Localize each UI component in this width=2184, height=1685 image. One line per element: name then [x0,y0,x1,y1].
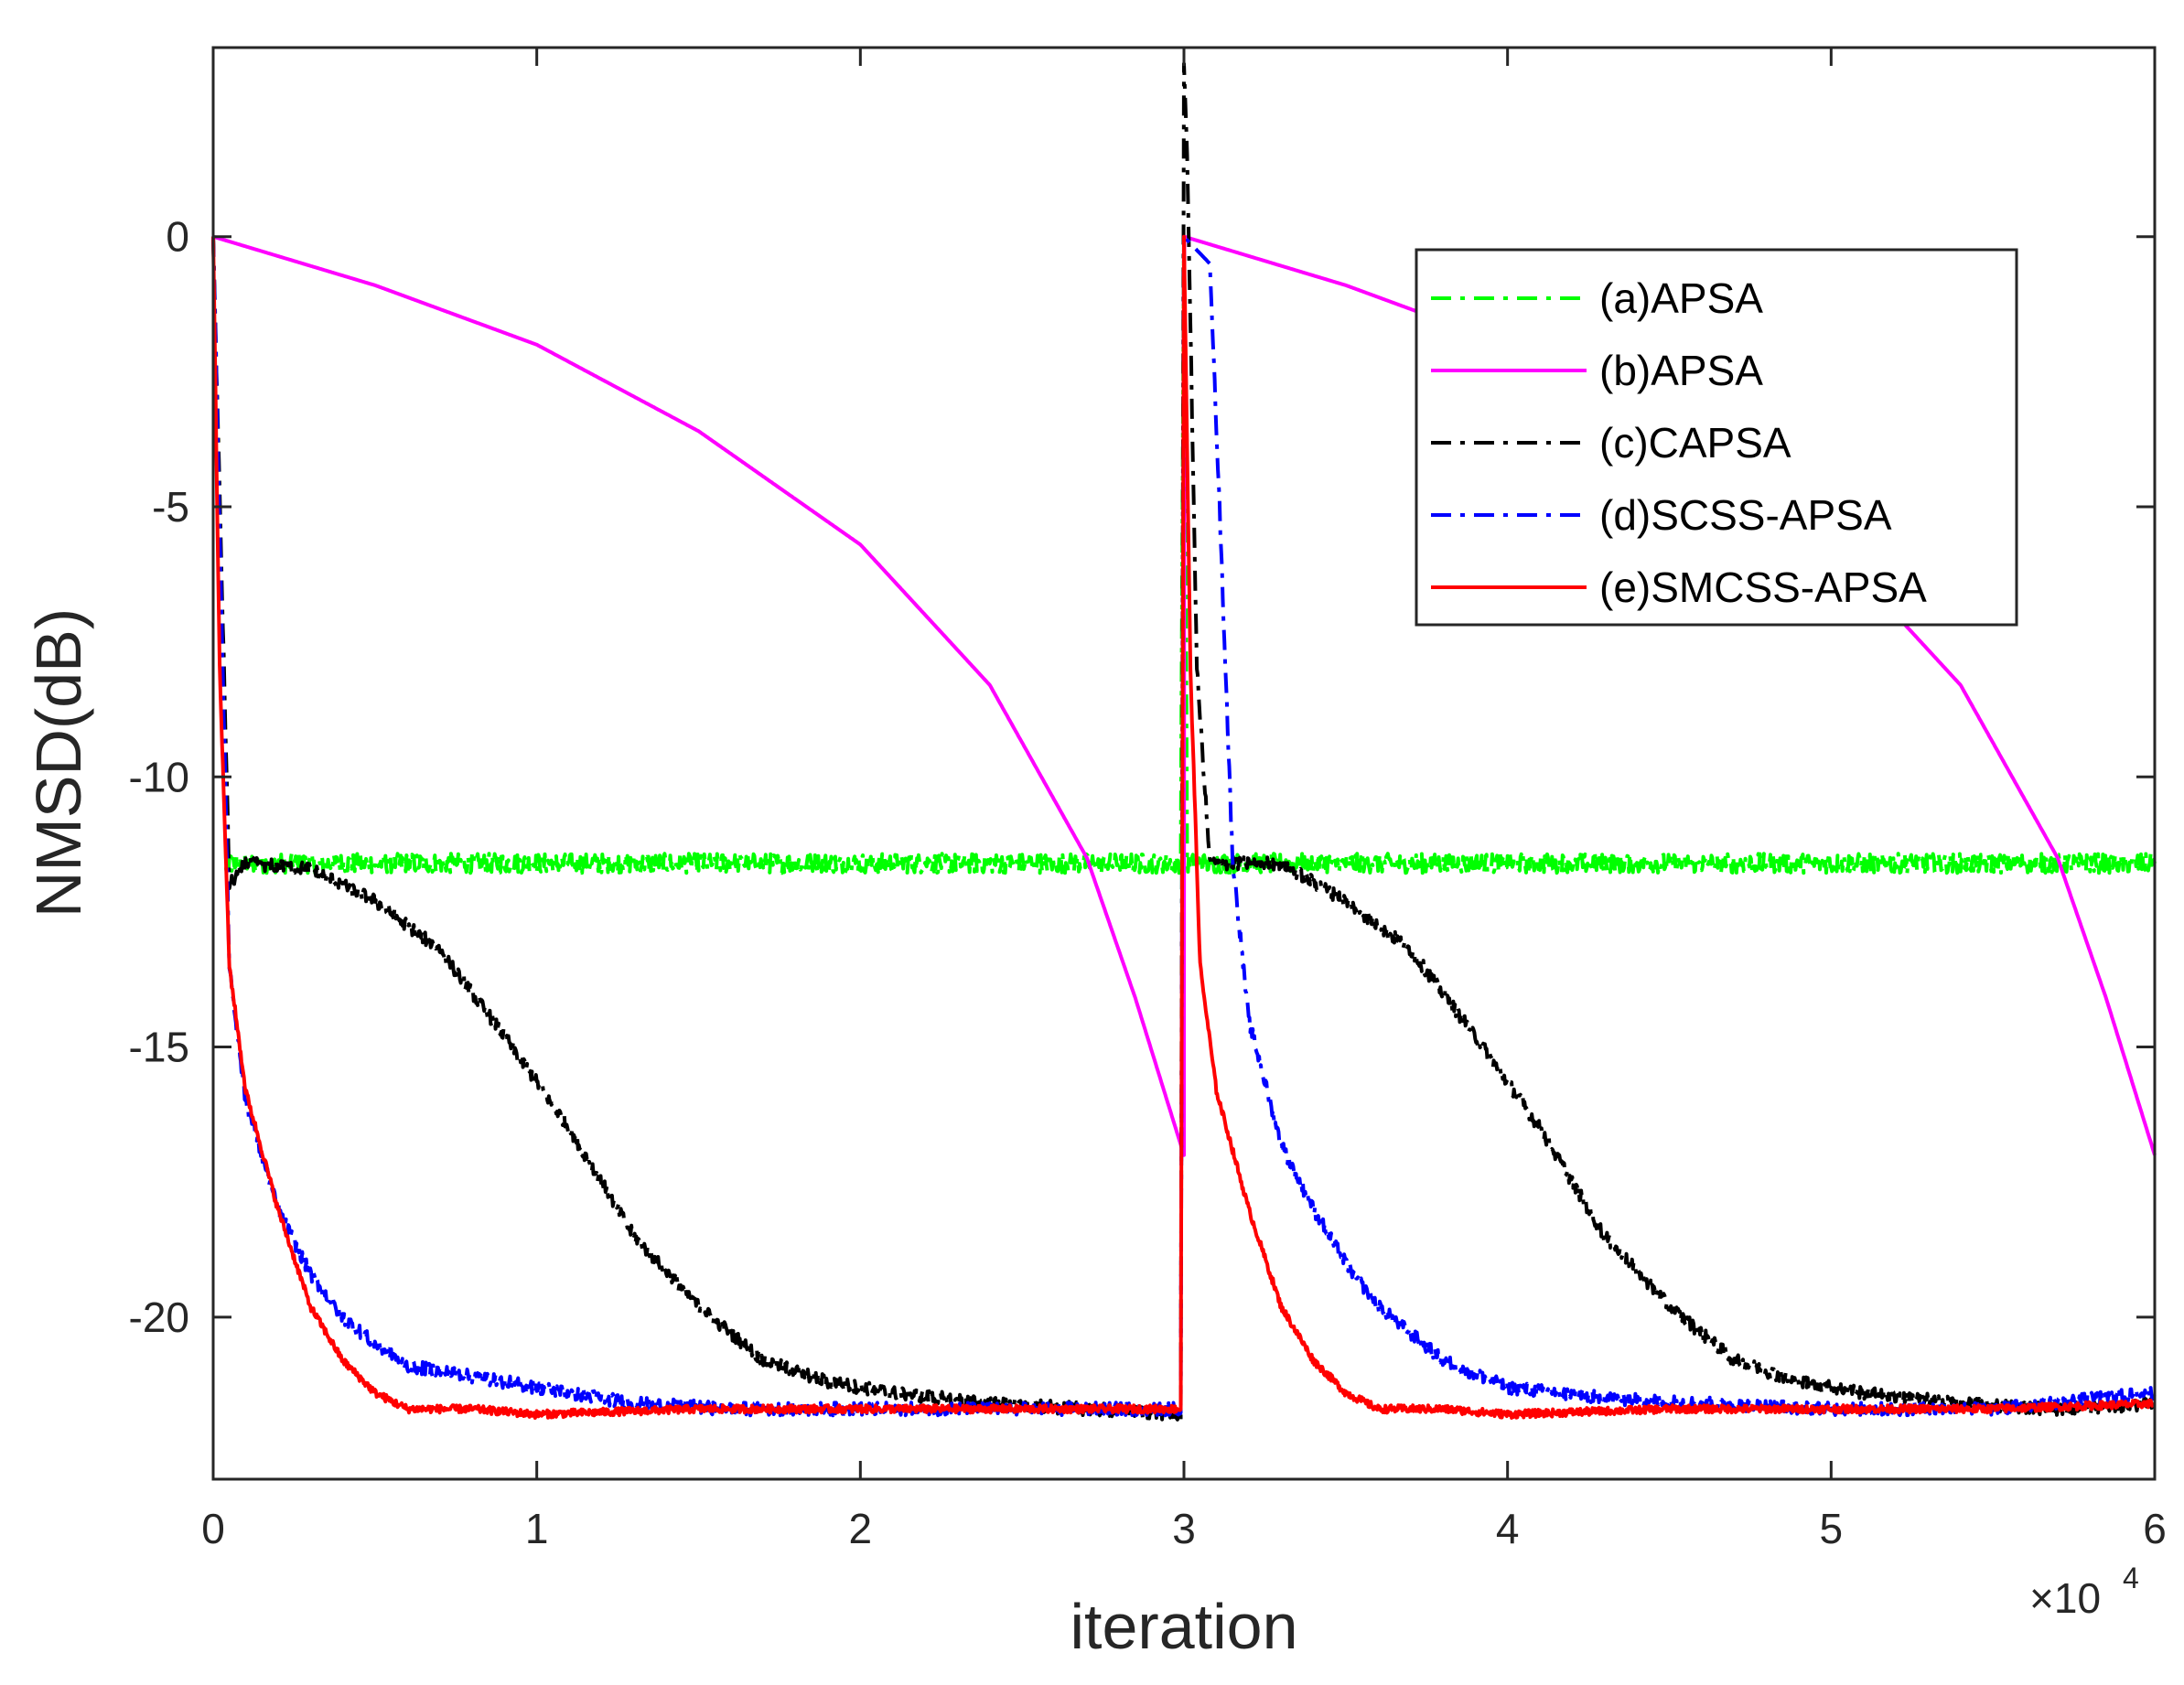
legend-label: (c)CAPSA [1599,419,1791,467]
y-axis-label: NMSD(dB) [23,608,94,918]
x-axis-label: iteration [1070,1591,1297,1662]
x-tick-label: 5 [1820,1505,1844,1552]
x-tick-label: 3 [1172,1505,1196,1552]
x-exponent-power: 4 [2123,1562,2139,1594]
y-tick-label: -15 [129,1024,189,1071]
y-tick-label: 0 [166,213,189,261]
x-tick-label: 4 [1496,1505,1520,1552]
legend: (a)APSA (b)APSA (c)CAPSA (d)SCSS-APSA (e)SMC… [1415,248,2018,627]
series-layer [211,61,2157,1422]
x-tick-label: 6 [2143,1505,2167,1552]
ticks-layer: 0 1 2 3 4 5 6 0 -5 -10 -15 -20 [129,48,2167,1552]
y-tick-label: -5 [152,483,189,531]
series-line [211,234,2157,1420]
legend-label: (e)SMCSS-APSA [1599,563,1927,611]
legend-label: (d)SCSS-APSA [1599,491,1892,539]
x-tick-label: 1 [525,1505,549,1552]
x-tick-label: 2 [849,1505,873,1552]
y-tick-label: -10 [129,753,189,800]
legend-box [1415,248,2018,627]
series-line [211,234,2157,1418]
legend-label: (b)APSA [1599,347,1763,394]
legend-label: (a)APSA [1599,274,1763,322]
x-axis-exponent: ×10 4 [2029,1562,2139,1622]
y-tick-label: -20 [129,1293,189,1341]
x-tick-label: 0 [201,1505,225,1552]
x-exponent-base: ×10 [2029,1574,2101,1622]
plot-frame [211,46,2157,1481]
